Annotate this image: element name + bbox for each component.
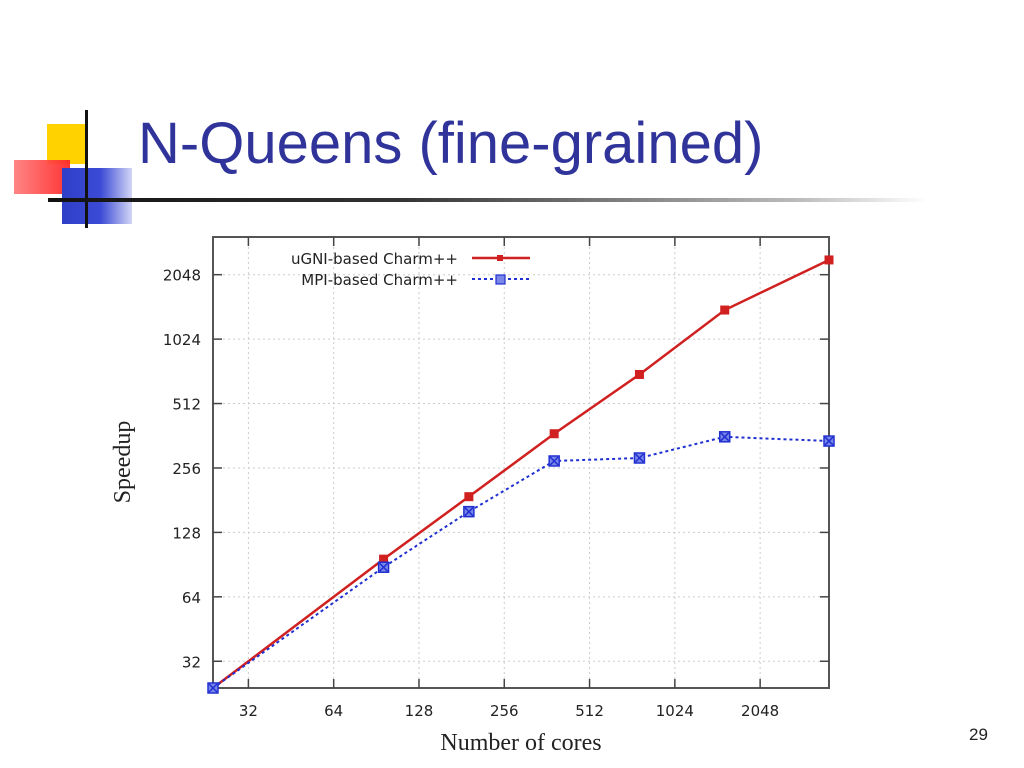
marker-cross xyxy=(634,453,644,463)
marker-cross xyxy=(720,432,730,442)
y-tick-label: 64 xyxy=(182,589,201,607)
data-point-ugni xyxy=(464,492,474,502)
decor-red-square xyxy=(14,160,70,194)
data-point-mpi xyxy=(718,431,731,443)
series-line-ugni xyxy=(212,258,830,689)
marker-cross xyxy=(379,562,389,572)
x-tick-label: 32 xyxy=(239,702,258,720)
marker-cross xyxy=(208,683,218,693)
y-tick-label: 512 xyxy=(172,396,201,414)
y-tick-label: 2048 xyxy=(163,267,201,285)
y-axis-label: Speedup xyxy=(110,421,136,504)
x-tick-label: 1024 xyxy=(656,702,694,720)
data-point-ugni xyxy=(549,429,559,439)
decor-yellow-square xyxy=(47,124,85,164)
data-point-ugni xyxy=(634,369,644,379)
series-line-mpi xyxy=(212,435,830,689)
data-point-mpi xyxy=(463,505,475,518)
x-axis-label: Number of cores xyxy=(440,730,601,756)
data-point-ugni xyxy=(824,255,834,265)
decor-vertical-line xyxy=(85,110,88,228)
chart-legend: uGNI-based Charm++ MPI-based Charm++ xyxy=(291,250,530,289)
data-point-ugni xyxy=(720,305,730,315)
marker-cross xyxy=(824,436,834,446)
marker-cross xyxy=(464,507,474,517)
plot-frame xyxy=(212,236,830,689)
data-point-mpi xyxy=(377,561,390,573)
legend-label-ugni: uGNI-based Charm++ xyxy=(291,250,458,268)
data-point-mpi xyxy=(548,455,560,467)
decor-blue-square xyxy=(62,168,132,224)
x-tick-label: 512 xyxy=(575,702,604,720)
x-tick-label: 2048 xyxy=(741,702,779,720)
x-tick-label: 64 xyxy=(324,702,343,720)
y-tick-label: 256 xyxy=(172,460,201,478)
data-point-mpi xyxy=(207,682,219,694)
x-tick-label: 128 xyxy=(405,702,434,720)
chart-ticks: 32 64 128 256 512 1024 2048 32 64 128 256 512 1024 20… xyxy=(163,237,829,720)
y-tick-label: 32 xyxy=(182,653,201,671)
data-point-mpi xyxy=(823,435,835,447)
y-tick-label: 1024 xyxy=(163,331,201,349)
series-layer xyxy=(207,255,835,694)
page-number: 29 xyxy=(969,725,988,744)
data-point-mpi xyxy=(633,452,646,464)
y-tick-label: 128 xyxy=(172,524,201,542)
x-tick-label: 256 xyxy=(490,702,519,720)
marker-cross xyxy=(549,456,559,466)
slide-title: N-Queens (fine-grained) xyxy=(138,111,764,176)
legend-marker-ugni xyxy=(497,255,503,261)
legend-label-mpi: MPI-based Charm++ xyxy=(301,271,458,289)
chart-grid xyxy=(213,237,829,688)
legend-marker-mpi xyxy=(495,274,506,285)
title-underline xyxy=(48,198,928,202)
